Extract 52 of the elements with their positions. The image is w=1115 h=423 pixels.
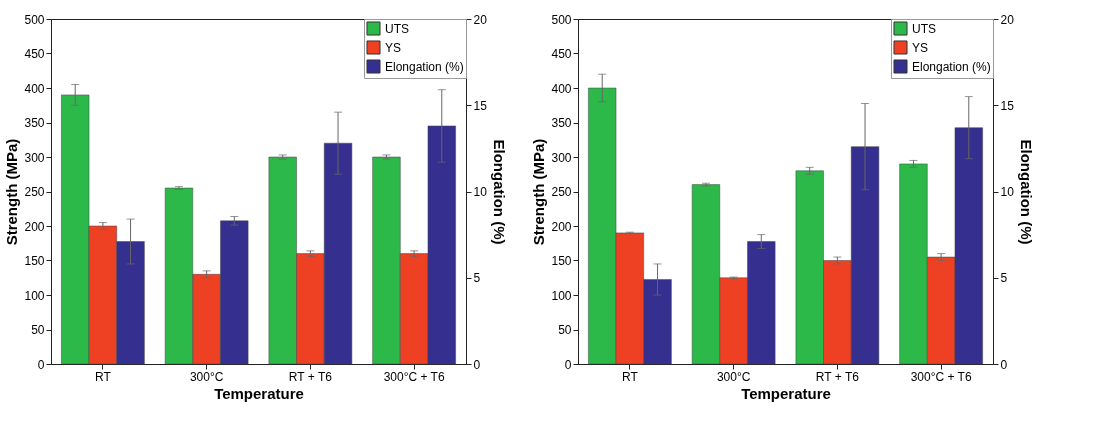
legend-label: YS — [912, 40, 929, 55]
y-tick-label: 150 — [551, 254, 572, 268]
y2-tick-label: 0 — [473, 357, 481, 372]
y-tick-label: 400 — [551, 81, 572, 96]
y-tick-label: 150 — [24, 254, 45, 268]
y-tick-label: 300 — [24, 150, 45, 165]
x-tick-label: RT + T6 — [288, 369, 333, 384]
y-tick-label: 100 — [551, 288, 572, 303]
y-tick-label: 0 — [37, 357, 45, 372]
x-tick-label: RT — [621, 369, 639, 384]
legend-label: Elongation (%) — [912, 59, 991, 74]
y-tick-label: 450 — [551, 47, 572, 61]
y-tick-label: 300 — [551, 150, 572, 165]
x-axis-title: Temperature — [214, 384, 304, 402]
legend-label: YS — [385, 40, 402, 55]
y-tick-label: 50 — [558, 323, 572, 337]
y-axis-title: Strength (MPa) — [3, 138, 21, 246]
y-tick-label: 0 — [564, 357, 572, 372]
x-tick-label: RT — [94, 369, 112, 384]
y-tick-label: 500 — [551, 12, 572, 27]
y2-axis-title: Elongation (%) — [490, 139, 508, 245]
y-tick-label: 200 — [551, 219, 572, 234]
x-tick-label: 300°C — [189, 369, 224, 384]
y-tick-label: 500 — [24, 12, 45, 27]
x-tick-label: 300°C + T6 — [383, 369, 445, 384]
y-tick-label: 200 — [24, 219, 45, 234]
y2-tick-label: 15 — [1000, 98, 1015, 113]
legend-label: UTS — [912, 21, 936, 36]
x-axis-title: Temperature — [741, 384, 831, 402]
y-axis-title: Strength (MPa) — [530, 138, 548, 246]
y2-tick-label: 0 — [1000, 357, 1008, 372]
legend-label: UTS — [385, 21, 409, 36]
y2-tick-label: 10 — [1000, 185, 1015, 199]
y-tick-label: 250 — [24, 185, 45, 199]
legend-label: Elongation (%) — [385, 59, 464, 74]
y-tick-label: 400 — [24, 81, 45, 96]
y-tick-label: 100 — [24, 288, 45, 303]
x-tick-label: 300°C — [716, 369, 751, 384]
y2-tick-label: 20 — [1000, 12, 1015, 27]
y-tick-label: 450 — [24, 47, 45, 61]
y2-tick-label: 20 — [473, 12, 488, 27]
y2-tick-label: 10 — [473, 185, 488, 199]
y2-axis-title: Elongation (%) — [1017, 139, 1035, 245]
y2-tick-label: 5 — [1000, 271, 1008, 286]
y2-tick-label: 15 — [473, 98, 488, 113]
x-tick-label: 300°C + T6 — [910, 369, 972, 384]
y2-tick-label: 5 — [473, 271, 481, 286]
y-tick-label: 350 — [551, 116, 572, 130]
y-tick-label: 250 — [551, 185, 572, 199]
y-tick-label: 350 — [24, 116, 45, 130]
y-tick-label: 50 — [31, 323, 45, 337]
x-tick-label: RT + T6 — [815, 369, 860, 384]
